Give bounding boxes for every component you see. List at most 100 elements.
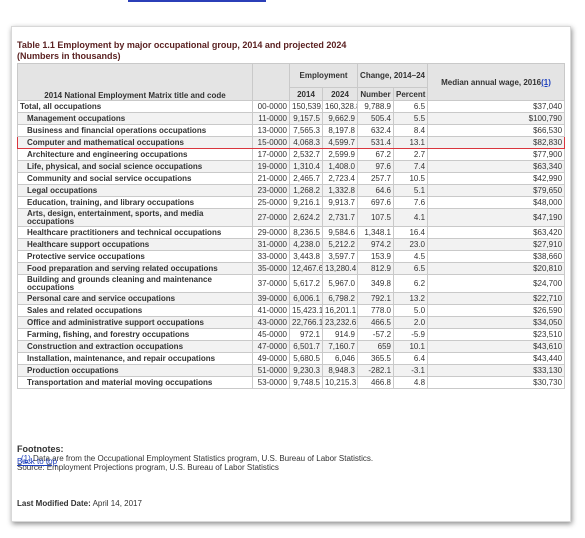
header-change: Change, 2014–24	[357, 63, 429, 88]
occupation-title: Architecture and engineering occupations	[17, 148, 253, 161]
median-wage: $42,990	[427, 172, 566, 185]
change-number: 792.1	[357, 292, 395, 305]
employment-2014: 4,068.3	[289, 136, 323, 149]
header-median-wage: Median annual wage, 2016(1)	[427, 63, 566, 101]
back-to-top-link[interactable]: Back to top	[17, 457, 58, 466]
employment-2014: 5,680.5	[289, 352, 323, 365]
employment-2014: 1,268.2	[289, 184, 323, 197]
employment-2024: 1,408.0	[321, 160, 359, 173]
occupation-code: 17-0000	[252, 148, 290, 161]
median-wage: $48,000	[427, 196, 566, 209]
change-percent: 4.5	[393, 250, 429, 263]
change-number: 257.7	[357, 172, 395, 185]
occupation-title: Office and administrative support occupa…	[17, 316, 253, 329]
change-percent: 10.5	[393, 172, 429, 185]
occupation-code: 00-0000	[252, 100, 290, 113]
occupation-title: Farming, fishing, and forestry occupatio…	[17, 328, 253, 341]
change-number: 67.2	[357, 148, 395, 161]
occupation-code: 49-0000	[252, 352, 290, 365]
employment-2014: 972.1	[289, 328, 323, 341]
change-number: 1,348.1	[357, 226, 395, 239]
change-number: 697.6	[357, 196, 395, 209]
median-wage: $43,610	[427, 340, 566, 353]
change-number: 778.0	[357, 304, 395, 317]
footnotes: Footnotes: (1) Data are from the Occupat…	[17, 444, 557, 473]
last-modified: Last Modified Date: April 14, 2017	[17, 499, 142, 508]
content-card: Table 1.1 Employment by major occupation…	[11, 26, 571, 522]
employment-2024: 160,328.8	[321, 100, 359, 113]
occupation-code: 19-0000	[252, 160, 290, 173]
median-wage: $79,650	[427, 184, 566, 197]
occupation-code: 45-0000	[252, 328, 290, 341]
footnotes-heading: Footnotes:	[17, 444, 64, 454]
back-to-top: Back to top	[17, 457, 57, 466]
change-percent: 13.2	[393, 292, 429, 305]
occupation-title: Installation, maintenance, and repair oc…	[17, 352, 253, 365]
table-row: Arts, design, entertainment, sports, and…	[17, 208, 566, 227]
change-percent: 13.1	[393, 136, 429, 149]
table-row: Computer and mathematical occupations 15-…	[17, 136, 566, 149]
change-number: 632.4	[357, 124, 395, 137]
top-link-underline	[128, 0, 266, 2]
occupation-code: 51-0000	[252, 364, 290, 377]
last-modified-label: Last Modified Date:	[17, 499, 91, 508]
occupation-title: Production occupations	[17, 364, 253, 377]
change-number: 9,788.9	[357, 100, 395, 113]
employment-2014: 8,236.5	[289, 226, 323, 239]
header-2014: 2014	[289, 87, 323, 101]
table-row: Construction and extraction occupations 4…	[17, 340, 566, 353]
change-percent: 6.4	[393, 352, 429, 365]
occupation-code: 39-0000	[252, 292, 290, 305]
footnote-1-ref[interactable]: (1)	[21, 454, 31, 463]
table-row: Farming, fishing, and forestry occupatio…	[17, 328, 566, 341]
change-percent: 4.1	[393, 208, 429, 227]
occupation-code: 41-0000	[252, 304, 290, 317]
employment-2014: 1,310.4	[289, 160, 323, 173]
table-row: Management occupations 11-0000 9,157.5 9,66…	[17, 112, 566, 125]
occupation-title: Transportation and material moving occup…	[17, 376, 253, 389]
table-title: Table 1.1 Employment by major occupation…	[17, 40, 347, 50]
change-percent: 10.1	[393, 340, 429, 353]
footnote-1: (1) Data are from the Occupational Emplo…	[17, 454, 557, 463]
employment-2014: 2,532.7	[289, 148, 323, 161]
median-wage: $63,340	[427, 160, 566, 173]
employment-2014: 9,748.5	[289, 376, 323, 389]
table-caption: Table 1.1 Employment by major occupation…	[17, 40, 417, 62]
table-row: Personal care and service occupations 39-…	[17, 292, 566, 305]
employment-2014: 15,423.1	[289, 304, 323, 317]
source-note: Source: Employment Projections program, …	[17, 463, 279, 472]
change-number: 64.6	[357, 184, 395, 197]
occupation-title: Healthcare practitioners and technical o…	[17, 226, 253, 239]
table-row: Business and financial operations occupa…	[17, 124, 566, 137]
employment-2024: 1,332.8	[321, 184, 359, 197]
employment-2014: 22,766.1	[289, 316, 323, 329]
table-row: Installation, maintenance, and repair oc…	[17, 352, 566, 365]
occupation-title: Total, all occupations	[17, 100, 253, 113]
employment-2014: 2,624.2	[289, 208, 323, 227]
employment-2024: 13,280.4	[321, 262, 359, 275]
change-percent: 5.0	[393, 304, 429, 317]
table-row: Community and social service occupations…	[17, 172, 566, 185]
occupation-title: Construction and extraction occupations	[17, 340, 253, 353]
footnote-1-link[interactable]: (1)	[541, 77, 551, 87]
occupation-title: Community and social service occupations	[17, 172, 253, 185]
occupation-code: 25-0000	[252, 196, 290, 209]
median-wage: $24,700	[427, 274, 566, 293]
change-number: 659	[357, 340, 395, 353]
occupation-title: Life, physical, and social science occup…	[17, 160, 253, 173]
header-2024: 2024	[321, 87, 359, 101]
change-number: 365.5	[357, 352, 395, 365]
employment-table: 2014 National Employment Matrix title an…	[17, 63, 566, 389]
occupation-code: 13-0000	[252, 124, 290, 137]
employment-2024: 3,597.7	[321, 250, 359, 263]
median-wage: $77,900	[427, 148, 566, 161]
employment-2024: 6,046	[321, 352, 359, 365]
employment-2014: 150,539.9	[289, 100, 323, 113]
change-percent: 6.5	[393, 262, 429, 275]
table-units: (Numbers in thousands)	[17, 51, 121, 61]
table-body: Total, all occupations00-0000150,539.916…	[17, 100, 566, 389]
employment-2014: 2,465.7	[289, 172, 323, 185]
change-number: 153.9	[357, 250, 395, 263]
change-number: 349.8	[357, 274, 395, 293]
occupation-code: 33-0000	[252, 250, 290, 263]
